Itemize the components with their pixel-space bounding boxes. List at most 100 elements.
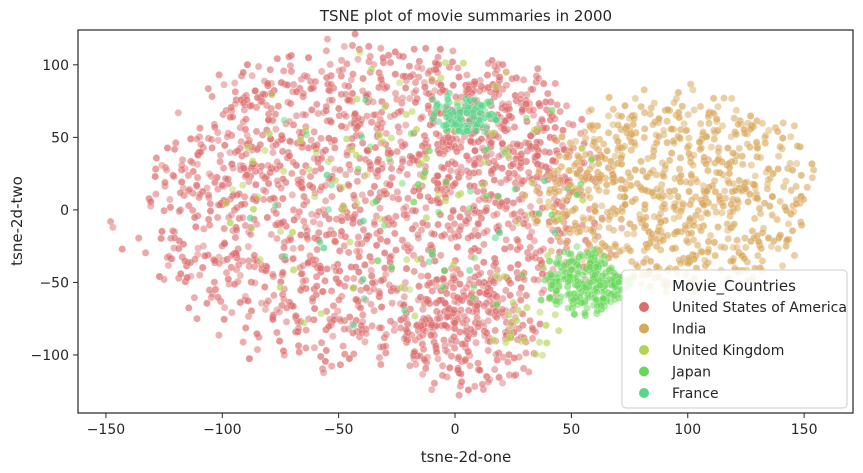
data-point xyxy=(218,181,227,190)
data-point xyxy=(534,74,543,83)
data-point xyxy=(637,102,645,111)
data-point xyxy=(245,354,254,363)
data-point xyxy=(373,158,382,166)
data-point xyxy=(403,335,412,344)
data-point xyxy=(519,364,528,373)
data-point xyxy=(474,322,482,331)
data-point xyxy=(357,132,366,141)
data-point xyxy=(215,71,223,79)
data-point xyxy=(256,255,265,264)
data-point xyxy=(576,227,584,236)
data-point xyxy=(724,144,732,152)
legend-label: India xyxy=(672,322,706,338)
data-point xyxy=(370,220,379,229)
data-point xyxy=(454,366,462,374)
data-point xyxy=(528,323,537,332)
data-point xyxy=(285,52,293,61)
data-point xyxy=(552,286,561,295)
data-point xyxy=(403,194,412,203)
data-point xyxy=(250,278,259,287)
data-point xyxy=(413,230,422,239)
data-point xyxy=(587,105,596,114)
data-point xyxy=(700,256,709,265)
data-point xyxy=(735,144,744,153)
data-point xyxy=(325,230,333,239)
data-point xyxy=(366,189,375,197)
data-point xyxy=(345,181,353,190)
data-point xyxy=(656,209,665,218)
data-point xyxy=(556,215,565,224)
data-point xyxy=(741,243,750,252)
data-point xyxy=(174,108,183,117)
data-point xyxy=(449,271,458,280)
data-point xyxy=(617,224,626,233)
data-point xyxy=(588,121,597,130)
data-point xyxy=(609,226,618,235)
data-point xyxy=(279,175,287,183)
data-point xyxy=(322,231,331,239)
data-point xyxy=(644,154,652,163)
data-point xyxy=(472,263,481,272)
data-point xyxy=(206,207,215,215)
data-point xyxy=(599,140,608,148)
data-point xyxy=(285,151,294,160)
data-point xyxy=(243,60,252,69)
data-point xyxy=(184,303,193,312)
data-point xyxy=(337,216,346,225)
data-point xyxy=(590,271,599,279)
data-point xyxy=(214,136,223,145)
data-point xyxy=(324,205,333,214)
data-point xyxy=(391,246,400,254)
data-point xyxy=(428,287,437,295)
data-point xyxy=(408,224,417,233)
data-point xyxy=(709,94,718,103)
data-point xyxy=(491,233,500,242)
data-point xyxy=(312,282,321,290)
data-point xyxy=(470,77,479,86)
data-point xyxy=(289,80,298,89)
data-point xyxy=(532,248,540,257)
data-point xyxy=(508,74,516,83)
data-point xyxy=(495,228,504,237)
data-point xyxy=(345,238,354,246)
data-point xyxy=(787,210,795,218)
data-point xyxy=(328,192,336,201)
data-point xyxy=(363,146,371,155)
data-point xyxy=(309,217,318,226)
data-point xyxy=(358,310,367,319)
data-point xyxy=(329,263,338,271)
data-point xyxy=(563,210,572,219)
data-point xyxy=(214,331,223,340)
data-point xyxy=(260,283,269,291)
data-point xyxy=(337,122,346,131)
data-point xyxy=(424,101,433,110)
data-point xyxy=(574,268,583,276)
data-point xyxy=(427,331,435,340)
data-point xyxy=(280,252,289,261)
data-point xyxy=(207,135,216,144)
data-point xyxy=(436,309,445,318)
data-point xyxy=(366,52,375,61)
data-point xyxy=(542,203,551,212)
data-point xyxy=(288,228,297,237)
data-point xyxy=(332,274,341,283)
data-point xyxy=(661,161,670,170)
data-point xyxy=(325,214,333,223)
data-point xyxy=(367,118,376,127)
data-point xyxy=(170,145,179,154)
data-point xyxy=(432,298,441,307)
data-point xyxy=(397,283,406,292)
data-point xyxy=(689,161,697,169)
data-point xyxy=(533,160,542,169)
data-point xyxy=(391,48,400,56)
data-point xyxy=(726,212,734,221)
data-point xyxy=(792,159,801,168)
data-point xyxy=(491,82,500,91)
data-point xyxy=(430,230,438,239)
data-point xyxy=(330,237,339,246)
data-point xyxy=(152,154,161,162)
data-point xyxy=(470,254,479,262)
data-point xyxy=(684,254,693,262)
data-point xyxy=(732,130,740,139)
